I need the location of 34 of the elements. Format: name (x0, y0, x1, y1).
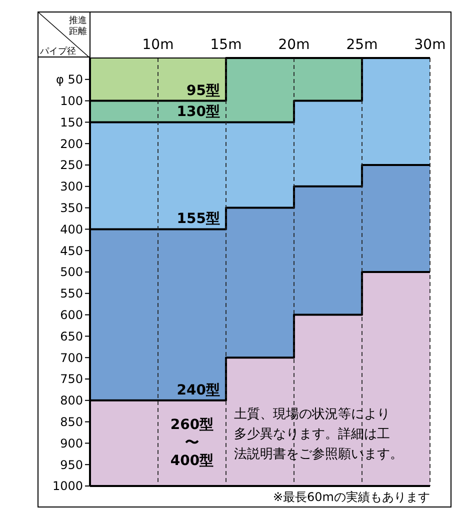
annotation: 土質、現場の状況等により多少異なります。詳細は工法説明書をご参照願います。 (234, 406, 403, 462)
x-axis-title: 推進距離 (69, 15, 87, 37)
x-tick-label: 15m (210, 37, 242, 53)
x-tick-label: 10m (142, 37, 174, 53)
y-tick-label: 250 (60, 158, 83, 172)
series-label: 130型 (176, 104, 220, 120)
y-tick-label: 650 (60, 329, 83, 344)
y-axis-title: パイプ径 (39, 46, 76, 57)
y-tick-label: φ 50 (56, 72, 83, 87)
series-label: 155型 (176, 211, 220, 228)
y-tick-label: 150 (60, 115, 83, 130)
y-tick-label: 900 (60, 436, 83, 450)
y-tick-label: 800 (60, 394, 83, 408)
y-tick-label: 600 (60, 308, 83, 322)
x-tick-label: 30m (414, 37, 446, 53)
y-tick-label: 550 (60, 286, 83, 301)
y-tick-label: 450 (60, 244, 83, 258)
series-label: 260型〜400型 (170, 417, 214, 470)
series-label: 240型 (176, 382, 220, 398)
y-tick-label: 950 (60, 458, 83, 472)
y-tick-label: 400 (60, 222, 83, 236)
y-tick-label: 1000 (52, 479, 83, 494)
y-tick-label: 500 (60, 265, 83, 280)
y-tick-label: 350 (60, 201, 83, 215)
y-tick-label: 200 (60, 136, 83, 151)
y-tick-label: 300 (60, 180, 83, 194)
x-tick-label: 20m (278, 37, 310, 53)
x-tick-label: 25m (346, 37, 378, 53)
y-tick-label: 850 (60, 415, 83, 429)
y-tick-label: 100 (60, 94, 83, 108)
y-tick-label: 700 (60, 350, 83, 365)
series-label: 95型 (186, 82, 220, 99)
y-tick-label: 750 (60, 372, 83, 386)
text: ※最長60mの実績もあります (272, 490, 430, 504)
